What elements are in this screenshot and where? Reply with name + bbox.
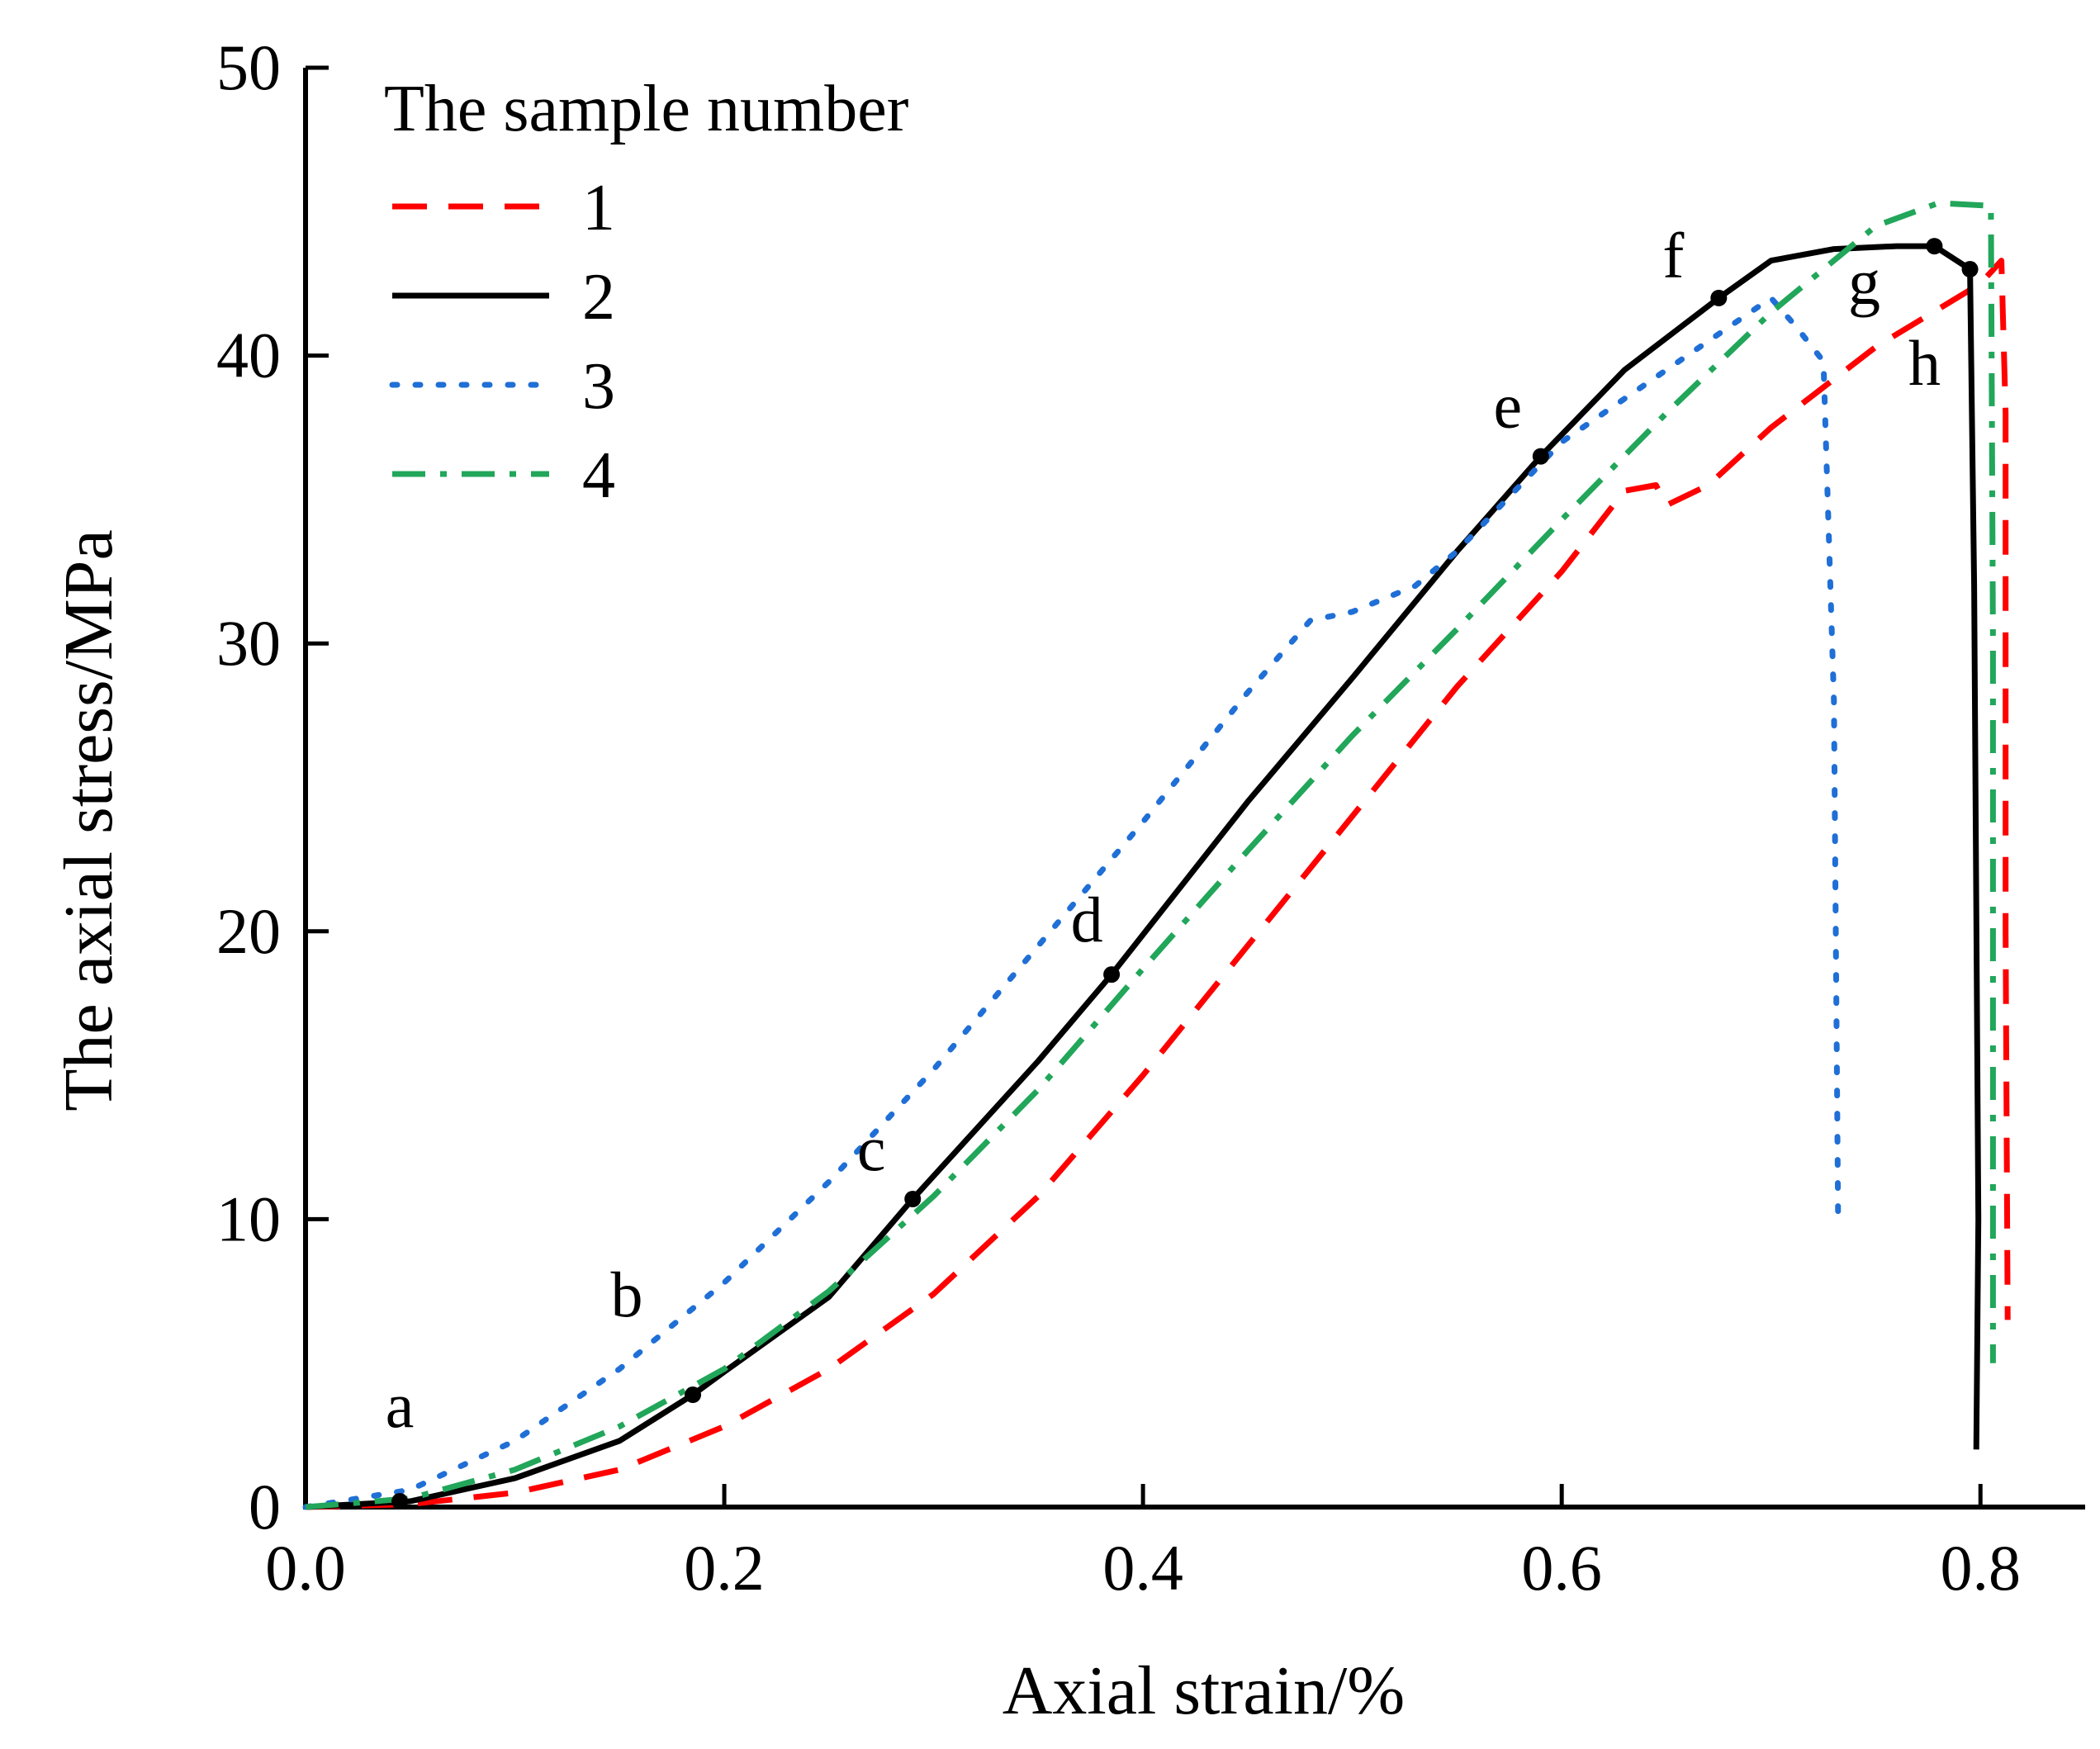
point-marker-f <box>1710 289 1728 306</box>
point-label-b: b <box>611 1258 643 1330</box>
series-3-line <box>302 295 1842 1510</box>
legend: The sample number 1 2 3 4 <box>384 73 908 512</box>
point-label-d: d <box>1071 884 1103 955</box>
x-tick-label: 0.4 <box>1102 1532 1183 1604</box>
point-marker-b <box>685 1386 702 1404</box>
series-2-line <box>305 243 1982 1510</box>
point-label-a: a <box>386 1369 415 1441</box>
x-axis-title: Axial strain/% <box>1003 1652 1406 1729</box>
series-1-line <box>305 258 2011 1510</box>
point-label-e: e <box>1494 370 1523 442</box>
x-tick-label: 0.6 <box>1521 1532 1602 1604</box>
y-tick-label: 40 <box>216 320 281 391</box>
x-ticks: 0.0 0.2 0.4 0.6 0.8 <box>265 1484 2021 1604</box>
legend-title: The sample number <box>384 73 908 145</box>
point-label-f: f <box>1662 220 1684 292</box>
x-tick-label: 0.8 <box>1940 1532 2021 1604</box>
series-lines <box>302 200 2011 1510</box>
point-marker-a <box>391 1493 409 1510</box>
legend-label-1: 1 <box>582 172 615 244</box>
y-ticks: 0 10 20 30 40 50 <box>216 31 329 1543</box>
x-tick-label: 0.0 <box>265 1532 346 1604</box>
legend-label-4: 4 <box>582 439 615 512</box>
y-axis-title: The axial stress/MPa <box>50 529 127 1111</box>
point-marker-d <box>1103 966 1121 984</box>
point-label-h: h <box>1908 327 1941 399</box>
point-label-g: g <box>1848 246 1880 318</box>
point-marker-c <box>904 1190 922 1207</box>
x-tick-label: 0.2 <box>684 1532 765 1604</box>
axes: 0.0 0.2 0.4 0.6 0.8 0 10 20 30 40 50 Axial strain… <box>50 31 2085 1729</box>
point-marker-g <box>1926 238 1943 255</box>
point-label-c: c <box>857 1112 886 1184</box>
y-tick-label: 20 <box>216 895 281 967</box>
y-tick-label: 0 <box>249 1471 281 1543</box>
point-marker-e <box>1532 448 1549 465</box>
legend-label-3: 3 <box>582 350 615 423</box>
series-4-line <box>305 200 1996 1510</box>
y-tick-label: 50 <box>216 31 281 103</box>
legend-label-2: 2 <box>582 261 615 334</box>
point-marker-h <box>1961 261 1979 278</box>
y-tick-label: 30 <box>216 607 281 679</box>
point-annotations: a b c d e f gh <box>386 220 1979 1510</box>
y-tick-label: 10 <box>216 1183 281 1254</box>
